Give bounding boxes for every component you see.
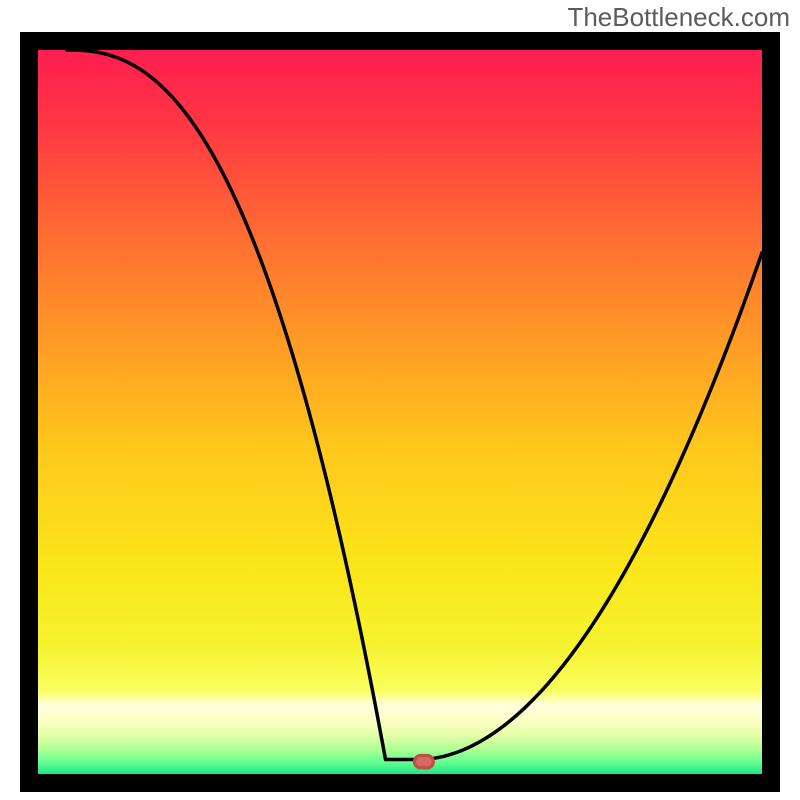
optimal-marker — [38, 50, 762, 774]
chart-stage: TheBottleneck.com — [0, 0, 800, 800]
plot-area — [38, 50, 762, 774]
watermark-text: TheBottleneck.com — [567, 2, 790, 33]
